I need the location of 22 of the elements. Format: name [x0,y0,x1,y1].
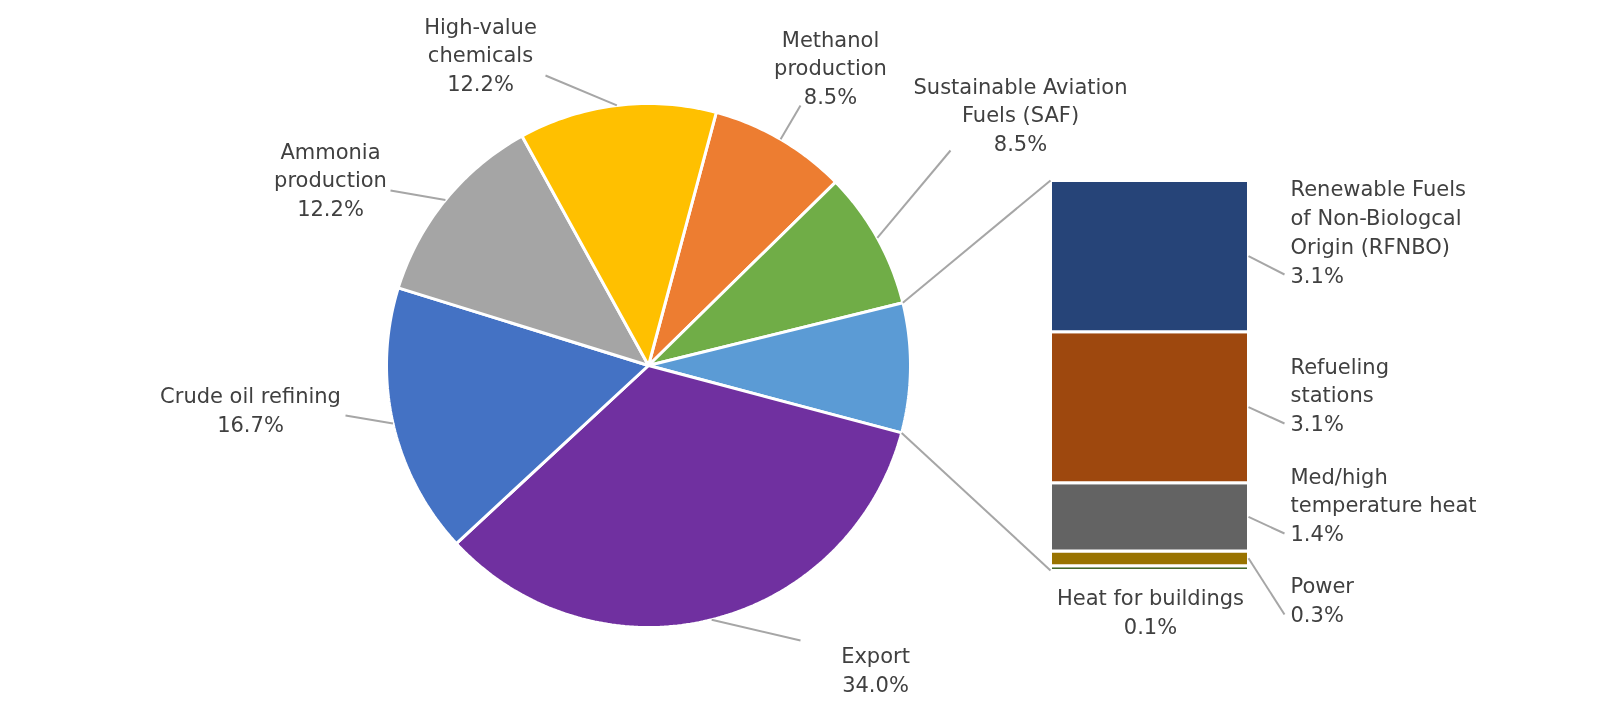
series-label: Renewable Fuels of Non-Biologcal Origin (RFNBO) [1290,177,1467,259]
data-label: 1.4% [1290,522,1344,547]
data-label: 0.3% [1290,602,1344,627]
slice-label: Crude oil refining [160,384,341,409]
data-label: 8.5% [993,132,1048,157]
data-label: 3.1% [1290,263,1344,288]
slice-label: Export [841,644,910,669]
slice-label: Ammonia production [274,139,387,193]
slice-label: Sustainable Aviation Fuels (SAF) [913,74,1128,128]
series-label: Heat for buildings [1056,586,1245,611]
data-label: 34.0% [842,672,909,697]
series-label: Med/high temperature heat [1290,464,1477,518]
text: Power [1290,574,1355,599]
series-label: Refueling stations [1290,354,1389,408]
data-label: 8.5% [803,85,858,110]
data-label: 0.1% [1123,614,1178,639]
data-label: 12.2% [447,72,514,97]
data-label: 3.1% [1290,412,1344,437]
slice-label: High-value chemicals [424,14,537,68]
slice-label: Methanol production [774,27,887,81]
data-label: 16.7% [217,412,284,437]
data-label: 12.2% [297,197,364,222]
